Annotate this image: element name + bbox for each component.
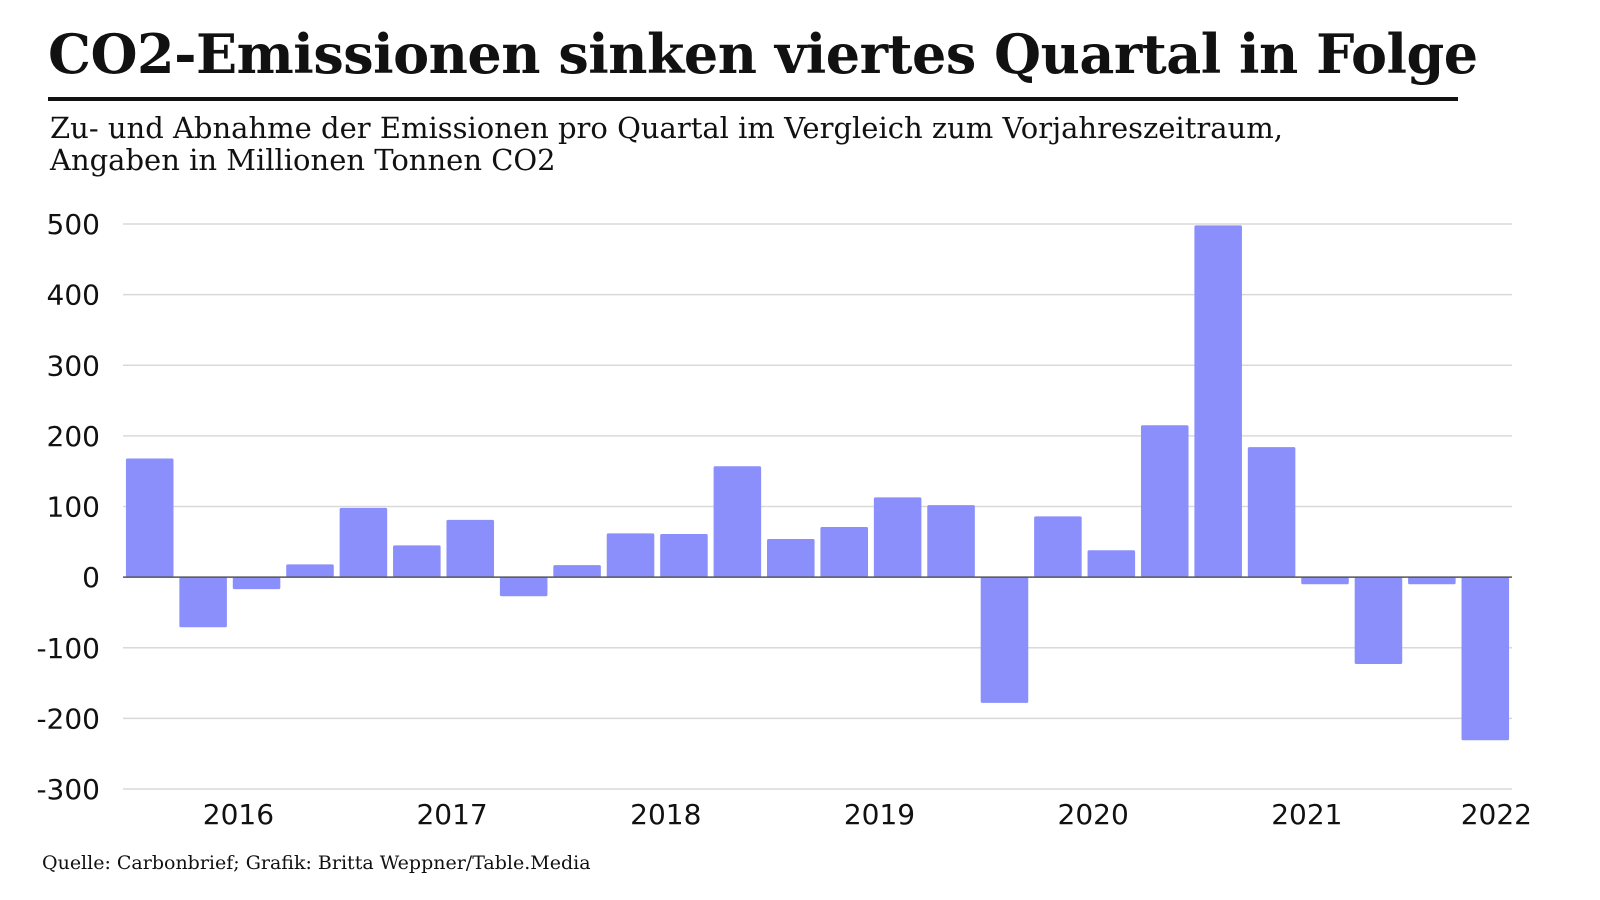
bar [286, 564, 334, 578]
x-tick-label: 2019 [844, 798, 915, 831]
y-tick-label: 400 [47, 279, 100, 312]
y-tick-label: 300 [47, 349, 100, 382]
bar [553, 565, 601, 578]
bar [499, 577, 548, 597]
x-tick-label: 2016 [203, 798, 274, 831]
bar [1034, 516, 1082, 578]
bar [1194, 225, 1242, 578]
y-tick-label: 100 [47, 491, 100, 524]
bar [232, 577, 281, 590]
y-tick-label: -100 [36, 632, 100, 665]
bar [1247, 447, 1296, 578]
title-rule [48, 97, 1458, 101]
bar [393, 545, 441, 578]
bar [1140, 425, 1189, 578]
bar [1408, 577, 1456, 585]
y-tick-label: -200 [36, 702, 100, 735]
bar [179, 577, 227, 628]
x-tick-label: 2018 [630, 798, 701, 831]
y-tick-label: 0 [82, 561, 100, 594]
bar [1087, 550, 1136, 578]
bar [660, 534, 708, 578]
bar [927, 505, 975, 578]
bar [713, 466, 762, 578]
chart-title: CO2-Emissionen sinken viertes Quartal in… [48, 22, 1478, 86]
x-tick-label: 2020 [1058, 798, 1129, 831]
subtitle-line-1: Zu- und Abnahme der Emissionen pro Quart… [50, 111, 1283, 145]
bar [1301, 577, 1349, 585]
x-tick-label: 2017 [416, 798, 487, 831]
bar [820, 526, 868, 578]
bar [339, 507, 388, 578]
subtitle-line-2: Angaben in Millionen Tonnen CO2 [50, 143, 556, 177]
chart-subtitle: Zu- und Abnahme der Emissionen pro Quart… [50, 112, 1500, 176]
bar [767, 538, 815, 578]
bar [1461, 577, 1510, 741]
bar [606, 533, 655, 578]
x-tick-label: 2022 [1461, 798, 1532, 831]
bar [1354, 577, 1403, 664]
bar [980, 577, 1029, 703]
bar [446, 519, 495, 578]
y-tick-label: 200 [47, 420, 100, 453]
y-tick-label: -300 [36, 773, 100, 806]
source-footer: Quelle: Carbonbrief; Grafik: Britta Wepp… [42, 852, 591, 874]
x-tick-label: 2021 [1271, 798, 1342, 831]
y-tick-label: 500 [47, 208, 100, 241]
bar [873, 497, 922, 578]
bar [125, 458, 174, 578]
